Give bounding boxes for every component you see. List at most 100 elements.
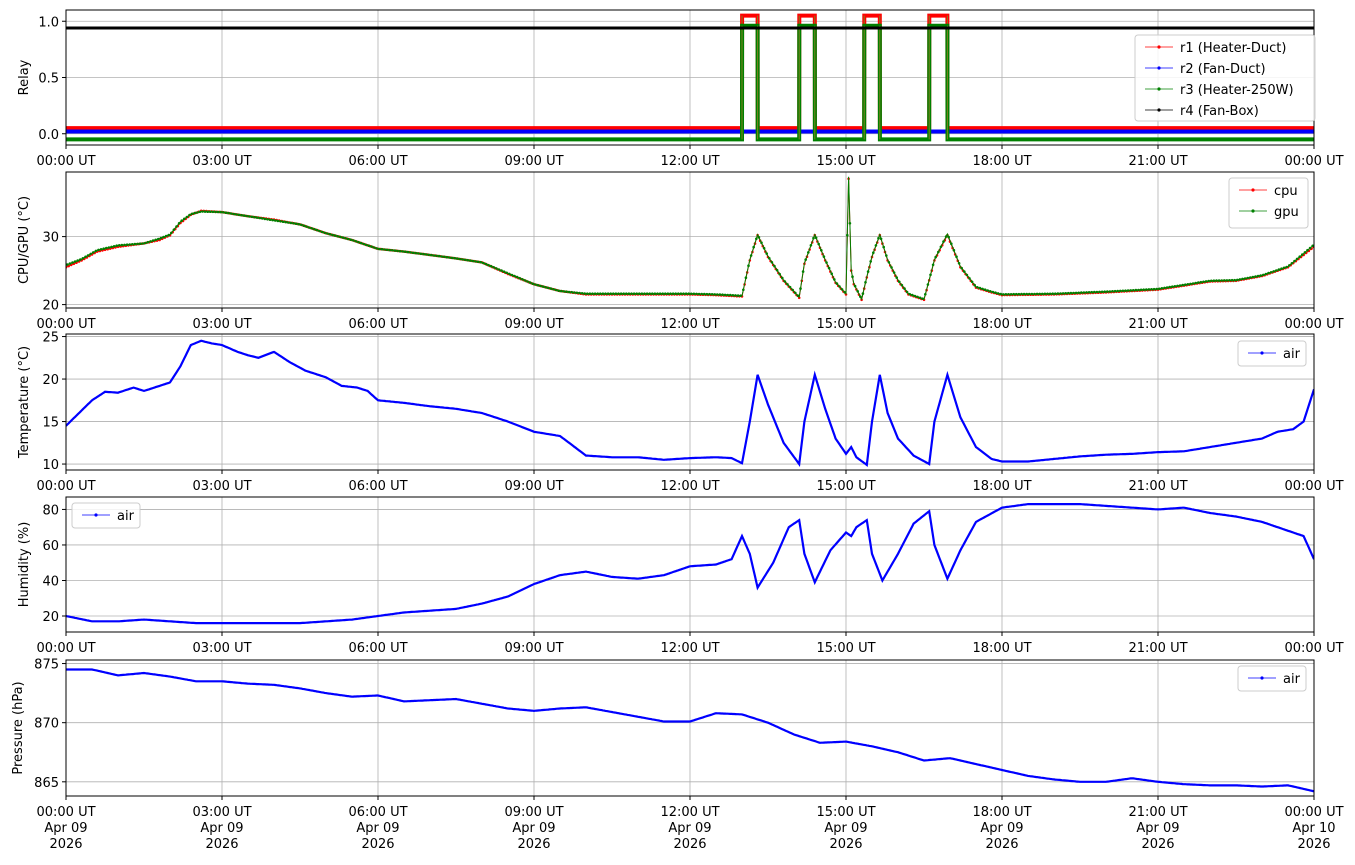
x-tick-date-label: Apr 09 [200, 821, 243, 836]
x-tick-label: 06:00 UT [348, 317, 407, 332]
legend-label: r1 (Heater-Duct) [1180, 41, 1286, 56]
x-tick-label: 00:00 UT [1284, 805, 1343, 820]
data-point [528, 281, 532, 284]
data-point [882, 245, 885, 249]
data-point [601, 292, 605, 296]
data-point [682, 292, 685, 296]
data-point [1121, 289, 1125, 293]
data-point [146, 240, 150, 244]
data-point [294, 222, 298, 225]
legend-item: gpu [1239, 205, 1299, 220]
data-point [131, 243, 134, 246]
data-point [1116, 289, 1119, 293]
y-tick-label: 20 [42, 299, 59, 314]
data-point [565, 290, 568, 294]
data-point [552, 288, 555, 291]
data-point [1111, 290, 1114, 293]
data-point [749, 254, 753, 257]
data-point [79, 258, 82, 261]
legend-swatch-marker [1260, 351, 1264, 355]
data-point [651, 292, 654, 296]
data-point [99, 248, 103, 251]
data-point [718, 293, 722, 296]
data-point [222, 211, 225, 214]
y-tick-label: 20 [42, 373, 59, 388]
legend-swatch-marker [1251, 209, 1255, 213]
data-point [1259, 274, 1262, 277]
panel-3: 20 40 60 80 00:00 UT 03:00 UT 06:00 UT 09:00 UT… [17, 496, 1344, 656]
data-point [430, 253, 433, 257]
data-point [422, 252, 425, 256]
data-point [102, 247, 105, 250]
x-tick-label: 09:00 UT [504, 317, 563, 332]
data-point [1113, 289, 1117, 293]
data-point [409, 251, 412, 254]
x-tick-year-label: 2026 [829, 837, 862, 852]
data-point [1277, 268, 1281, 271]
data-point [380, 247, 384, 251]
x-tick-label: 00:00 UT [36, 641, 95, 656]
data-point [1028, 292, 1031, 296]
series-line-air [66, 668, 1314, 793]
x-tick-label: 00:00 UT [1284, 641, 1343, 656]
data-point [315, 228, 319, 232]
x-tick-label: 03:00 UT [192, 479, 251, 494]
data-point [190, 212, 194, 216]
data-point [1132, 289, 1135, 292]
data-point [970, 280, 974, 284]
data-point [474, 260, 477, 263]
data-point [250, 215, 254, 219]
legend-item: cpu [1239, 184, 1298, 199]
data-point [1303, 251, 1307, 254]
data-point [671, 292, 675, 296]
x-tick-label: 12:00 UT [660, 317, 719, 332]
data-point [939, 245, 943, 249]
data-point [562, 290, 566, 293]
data-point [105, 246, 108, 250]
data-point [744, 276, 748, 280]
legend-label: air [117, 509, 135, 524]
data-point [895, 276, 898, 279]
data-point [729, 293, 732, 297]
data-point [193, 211, 196, 215]
data-point [762, 246, 766, 250]
data-point [567, 290, 571, 294]
data-point [1150, 288, 1153, 291]
data-point [1012, 292, 1015, 296]
data-point [323, 231, 327, 235]
x-tick-label: 00:00 UT [1284, 317, 1343, 332]
x-tick-year-label: 2026 [49, 837, 82, 852]
data-point [591, 292, 594, 296]
data-point [864, 281, 867, 284]
data-point [822, 255, 826, 258]
x-tick-label: 00:00 UT [36, 479, 95, 494]
data-point [575, 291, 579, 295]
data-point [697, 292, 701, 296]
data-point [289, 221, 293, 225]
data-point [583, 292, 586, 295]
data-point [346, 237, 350, 241]
data-point [1082, 291, 1086, 294]
y-axis-label: Temperature (°C) [17, 346, 32, 459]
data-point [692, 292, 696, 296]
legend-swatch-marker [94, 513, 98, 517]
data-point [874, 244, 878, 247]
y-tick-label: 40 [42, 574, 59, 589]
data-point [827, 266, 831, 270]
x-tick-label: 15:00 UT [816, 641, 875, 656]
data-point [1223, 279, 1226, 282]
data-point [1124, 289, 1127, 293]
data-point [931, 263, 935, 267]
data-point [307, 226, 311, 229]
legend-item: r4 (Fan-Box) [1145, 104, 1259, 119]
data-point [570, 290, 573, 294]
data-point [1108, 290, 1112, 293]
data-point [1173, 285, 1177, 288]
data-point [1022, 292, 1026, 296]
data-point [84, 255, 87, 259]
data-point [271, 218, 275, 222]
data-point [666, 292, 670, 296]
x-tick-label: 06:00 UT [348, 154, 407, 169]
data-point [471, 259, 475, 263]
